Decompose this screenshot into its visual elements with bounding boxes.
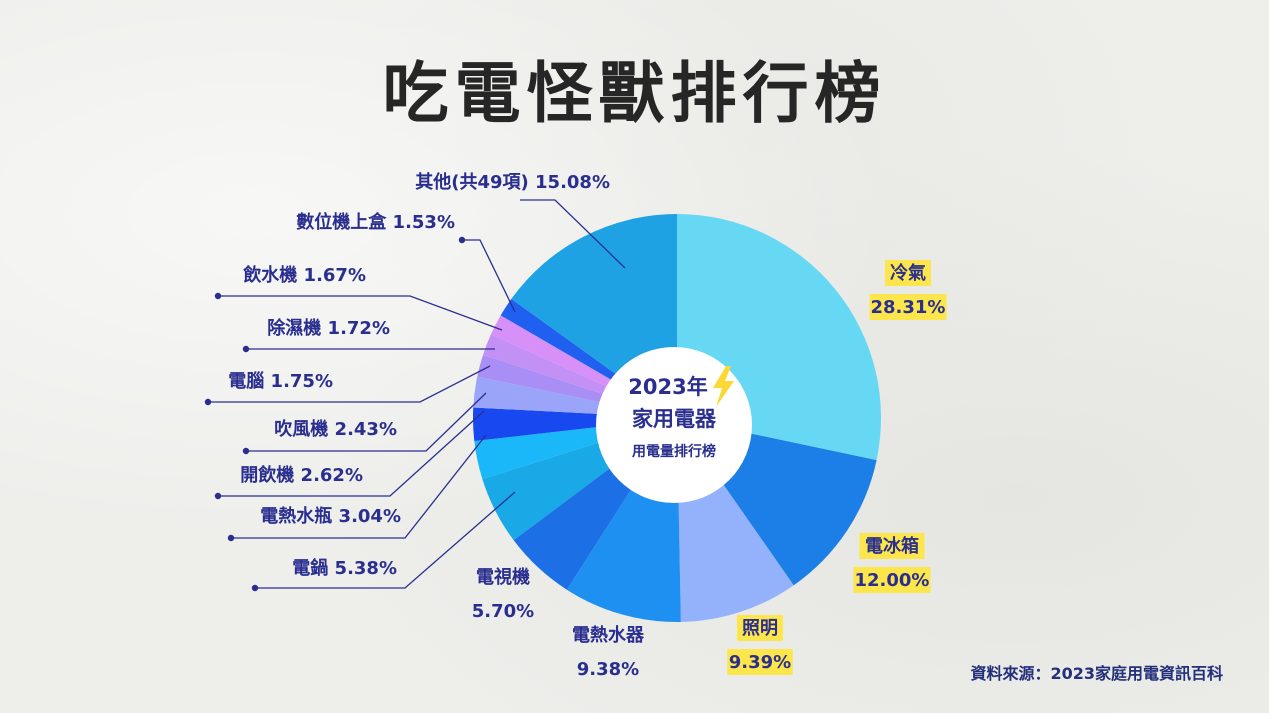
page-title: 吃電怪獸排行榜 <box>382 55 887 132</box>
center-line2: 家用電器 <box>632 407 717 431</box>
leader-dot-7 <box>214 492 222 500</box>
slice-label-name-0: 冷氣 <box>890 262 926 284</box>
leader-line-8 <box>246 392 487 452</box>
slice-label-11: 飲水機 1.67% <box>242 264 366 286</box>
leader-line-13 <box>520 199 626 269</box>
slice-label-7: 開飲機 2.62% <box>240 464 363 486</box>
leader-line-7 <box>218 410 485 497</box>
slice-labels: 冷氣 28.31% 電冰箱 12.00% 照明 9.39% 電熱水器 9.38% 電視機 5.70… <box>228 171 947 680</box>
slice-label-value-2: 9.39% <box>729 652 791 673</box>
leader-line-5 <box>255 491 516 589</box>
center-badge: 2023年 家用電器 用電量排行榜 <box>596 347 752 503</box>
slice-label-10: 除濕機 1.72% <box>267 317 390 339</box>
slice-label-6: 電熱水瓶 3.04% <box>260 505 401 527</box>
center-line1: 2023年 <box>628 375 707 399</box>
label-highlight-name-1 <box>859 533 925 559</box>
leader-lines <box>204 199 626 592</box>
leader-line-12 <box>462 239 516 313</box>
lightning-icon <box>713 366 734 407</box>
slice-label-12: 數位機上盒 1.53% <box>296 211 455 233</box>
slice-label-value-3: 9.38% <box>577 659 639 680</box>
center-circle <box>596 347 752 503</box>
label-highlight-value-0 <box>869 294 947 320</box>
slice-label-value-4: 5.70% <box>472 601 534 622</box>
slice-label-name-3: 電熱水器 <box>572 624 645 646</box>
leader-dot-10 <box>242 345 250 353</box>
leader-dot-11 <box>214 292 222 300</box>
leader-dot-12 <box>458 236 466 244</box>
center-line3: 用電量排行榜 <box>632 443 716 460</box>
label-highlight-name-0 <box>885 260 931 286</box>
slice-label-13: 其他(共49項) 15.08% <box>415 171 610 193</box>
leader-line-6 <box>231 434 487 539</box>
slice-label-value-0: 28.31% <box>871 297 946 318</box>
source-note: 資料來源：2023家庭用電資訊百科 <box>970 664 1223 683</box>
label-highlight-value-2 <box>727 649 793 675</box>
slice-label-name-1: 電冰箱 <box>865 535 919 557</box>
slice-label-8: 吹風機 2.43% <box>274 418 397 440</box>
leader-dot-8 <box>242 447 250 455</box>
slice-label-9: 電腦 1.75% <box>228 370 333 392</box>
leader-dot-5 <box>251 584 259 592</box>
slice-label-value-1: 12.00% <box>855 570 930 591</box>
slice-label-name-2: 照明 <box>742 618 778 639</box>
leader-dot-6 <box>227 534 235 542</box>
slice-label-name-4: 電視機 <box>476 566 530 588</box>
slice-label-5: 電鍋 5.38% <box>292 557 397 579</box>
label-highlight-value-1 <box>853 567 931 593</box>
leader-dot-9 <box>204 398 212 406</box>
leader-line-11 <box>218 295 503 331</box>
leader-line-9 <box>208 365 491 403</box>
label-highlight-name-2 <box>737 615 783 641</box>
